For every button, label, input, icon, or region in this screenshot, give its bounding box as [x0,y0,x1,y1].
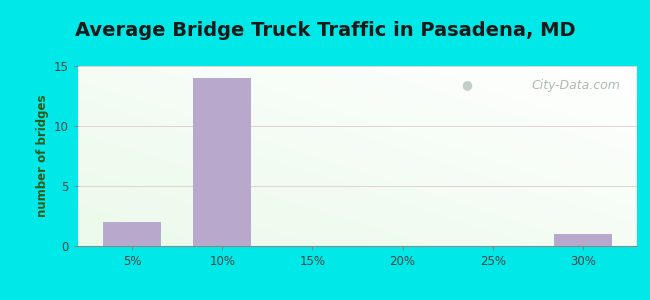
Bar [554,234,612,246]
Text: ●: ● [461,78,472,91]
Text: Average Bridge Truck Traffic in Pasadena, MD: Average Bridge Truck Traffic in Pasadena… [75,21,575,40]
Text: City-Data.com: City-Data.com [531,79,620,92]
Bar [194,78,251,246]
Y-axis label: number of bridges: number of bridges [36,95,49,217]
Bar [103,222,161,246]
